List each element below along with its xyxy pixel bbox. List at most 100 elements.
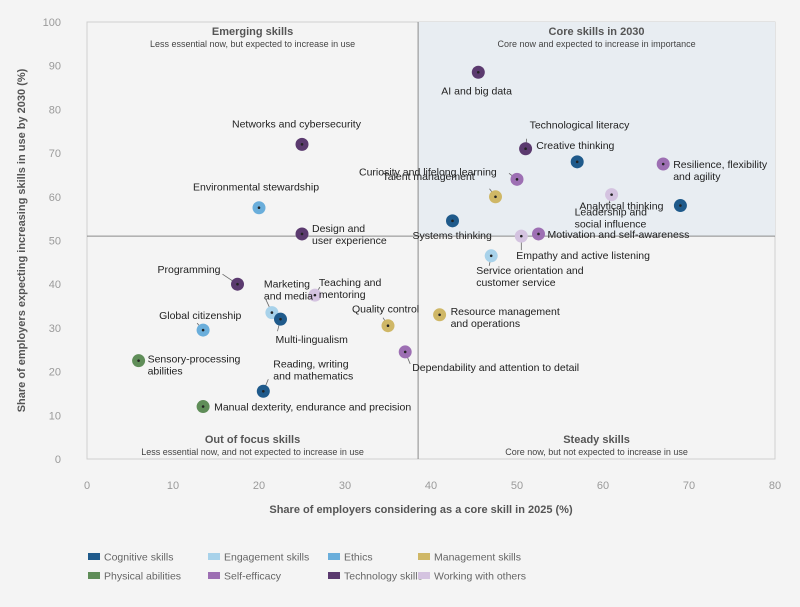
quadrant-subtitle: Less essential now, and not expected to … bbox=[141, 447, 364, 457]
legend-label: Engagement skills bbox=[224, 552, 309, 564]
scatter-point-center bbox=[489, 254, 493, 258]
point-label: abilities bbox=[148, 366, 183, 378]
legend-label: Working with others bbox=[434, 571, 526, 583]
legend-label: Cognitive skills bbox=[104, 552, 173, 564]
x-tick-label: 30 bbox=[339, 480, 351, 492]
quadrant-title: Out of focus skills bbox=[205, 434, 300, 446]
y-tick-label: 10 bbox=[49, 410, 61, 422]
point-label: Leadership and bbox=[575, 207, 648, 219]
y-tick-label: 90 bbox=[49, 61, 61, 73]
y-tick-label: 0 bbox=[55, 454, 61, 466]
point-label: customer service bbox=[476, 277, 556, 289]
x-tick-label: 60 bbox=[597, 480, 609, 492]
x-tick-label: 20 bbox=[253, 480, 265, 492]
x-tick-label: 40 bbox=[425, 480, 437, 492]
legend-label: Technology skills bbox=[344, 571, 423, 583]
point-label: Multi-lingualism bbox=[276, 334, 349, 346]
y-tick-label: 80 bbox=[49, 104, 61, 116]
legend-label: Ethics bbox=[344, 552, 373, 564]
point-label: Sensory-processing bbox=[148, 354, 241, 366]
legend-swatch bbox=[88, 572, 100, 579]
quadrant-subtitle: Less essential now, but expected to incr… bbox=[150, 39, 355, 49]
scatter-point-center bbox=[270, 311, 274, 314]
quadrant-subtitle: Core now and expected to increase in imp… bbox=[497, 39, 695, 49]
point-label: and mathematics bbox=[273, 370, 353, 382]
y-tick-label: 40 bbox=[49, 279, 61, 291]
scatter-point-center bbox=[520, 234, 523, 238]
point-label: Resilience, flexibility bbox=[673, 159, 768, 171]
point-label: Systems thinking bbox=[413, 230, 493, 242]
x-tick-label: 10 bbox=[167, 480, 179, 492]
point-label: Curiosity and lifelong learning bbox=[359, 166, 497, 178]
scatter-point-center bbox=[524, 147, 527, 151]
point-label: user experience bbox=[312, 235, 387, 247]
scatter-point-center bbox=[300, 232, 304, 236]
legend-swatch bbox=[208, 553, 220, 560]
scatter-point-center bbox=[451, 219, 454, 223]
y-tick-label: 50 bbox=[49, 236, 61, 248]
y-tick-label: 100 bbox=[43, 17, 61, 29]
point-label: Environmental stewardship bbox=[193, 182, 319, 194]
scatter-point-center bbox=[610, 193, 613, 196]
point-label: Programming bbox=[158, 264, 221, 276]
scatter-point-center bbox=[438, 313, 441, 317]
point-label: Resource management bbox=[451, 306, 560, 318]
x-tick-label: 50 bbox=[511, 480, 523, 492]
point-label: Technological literacy bbox=[530, 120, 631, 132]
point-label: Analytical thinking bbox=[579, 201, 663, 213]
scatter-point-center bbox=[386, 324, 390, 328]
scatter-point-center bbox=[313, 293, 317, 297]
point-label: Quality control bbox=[352, 304, 419, 316]
point-label: mentoring bbox=[319, 289, 366, 301]
point-label: Design and bbox=[312, 223, 365, 235]
x-tick-label: 80 bbox=[769, 480, 781, 492]
x-tick-label: 0 bbox=[84, 480, 90, 492]
point-label: Global citizenship bbox=[159, 310, 241, 322]
legend-swatch bbox=[418, 553, 430, 560]
y-tick-label: 30 bbox=[49, 323, 61, 335]
scatter-point-center bbox=[201, 405, 205, 408]
legend-swatch bbox=[208, 572, 220, 579]
core-quadrant-shade bbox=[418, 22, 775, 237]
legend-swatch bbox=[88, 553, 100, 560]
x-axis-title: Share of employers considering as a core… bbox=[269, 504, 573, 516]
y-tick-label: 70 bbox=[49, 148, 61, 160]
scatter-point-center bbox=[236, 282, 239, 286]
point-label: Networks and cybersecurity bbox=[232, 118, 362, 130]
scatter-point-center bbox=[477, 70, 480, 74]
legend-label: Physical abilities bbox=[104, 571, 181, 583]
scatter-point-center bbox=[262, 389, 265, 393]
point-label: Manual dexterity, endurance and precisio… bbox=[214, 402, 411, 414]
scatter-point-center bbox=[201, 328, 205, 332]
point-label: Reading, writing bbox=[273, 358, 348, 370]
quadrant-title: Steady skills bbox=[563, 434, 630, 446]
scatter-point-center bbox=[137, 359, 140, 362]
scatter-point-center bbox=[279, 317, 282, 321]
scatter-point-center bbox=[679, 204, 682, 207]
legend-label: Management skills bbox=[434, 552, 521, 564]
point-label: AI and big data bbox=[441, 85, 512, 97]
legend-swatch bbox=[328, 553, 340, 560]
scatter-point-center bbox=[575, 160, 579, 164]
scatter-point-center bbox=[257, 206, 261, 210]
scatter-point-center bbox=[403, 350, 407, 354]
point-label: Dependability and attention to detail bbox=[412, 362, 579, 374]
quadrant-title: Emerging skills bbox=[212, 26, 293, 38]
point-label: and operations bbox=[451, 318, 520, 330]
quadrant-title: Core skills in 2030 bbox=[549, 26, 645, 38]
point-label: Creative thinking bbox=[536, 140, 614, 152]
point-label: Empathy and active listening bbox=[516, 250, 650, 262]
y-tick-label: 60 bbox=[49, 192, 61, 204]
x-tick-label: 70 bbox=[683, 480, 695, 492]
point-label: and media bbox=[264, 291, 313, 303]
quadrant-subtitle: Core now, but not expected to increase i… bbox=[505, 447, 688, 457]
point-label: Marketing bbox=[264, 279, 310, 291]
scatter-point-center bbox=[537, 232, 540, 236]
legend-swatch bbox=[328, 572, 340, 579]
point-label: social influence bbox=[575, 219, 647, 231]
y-tick-label: 20 bbox=[49, 367, 61, 379]
scatter-point-center bbox=[494, 195, 497, 199]
point-label: and agility bbox=[673, 171, 721, 183]
